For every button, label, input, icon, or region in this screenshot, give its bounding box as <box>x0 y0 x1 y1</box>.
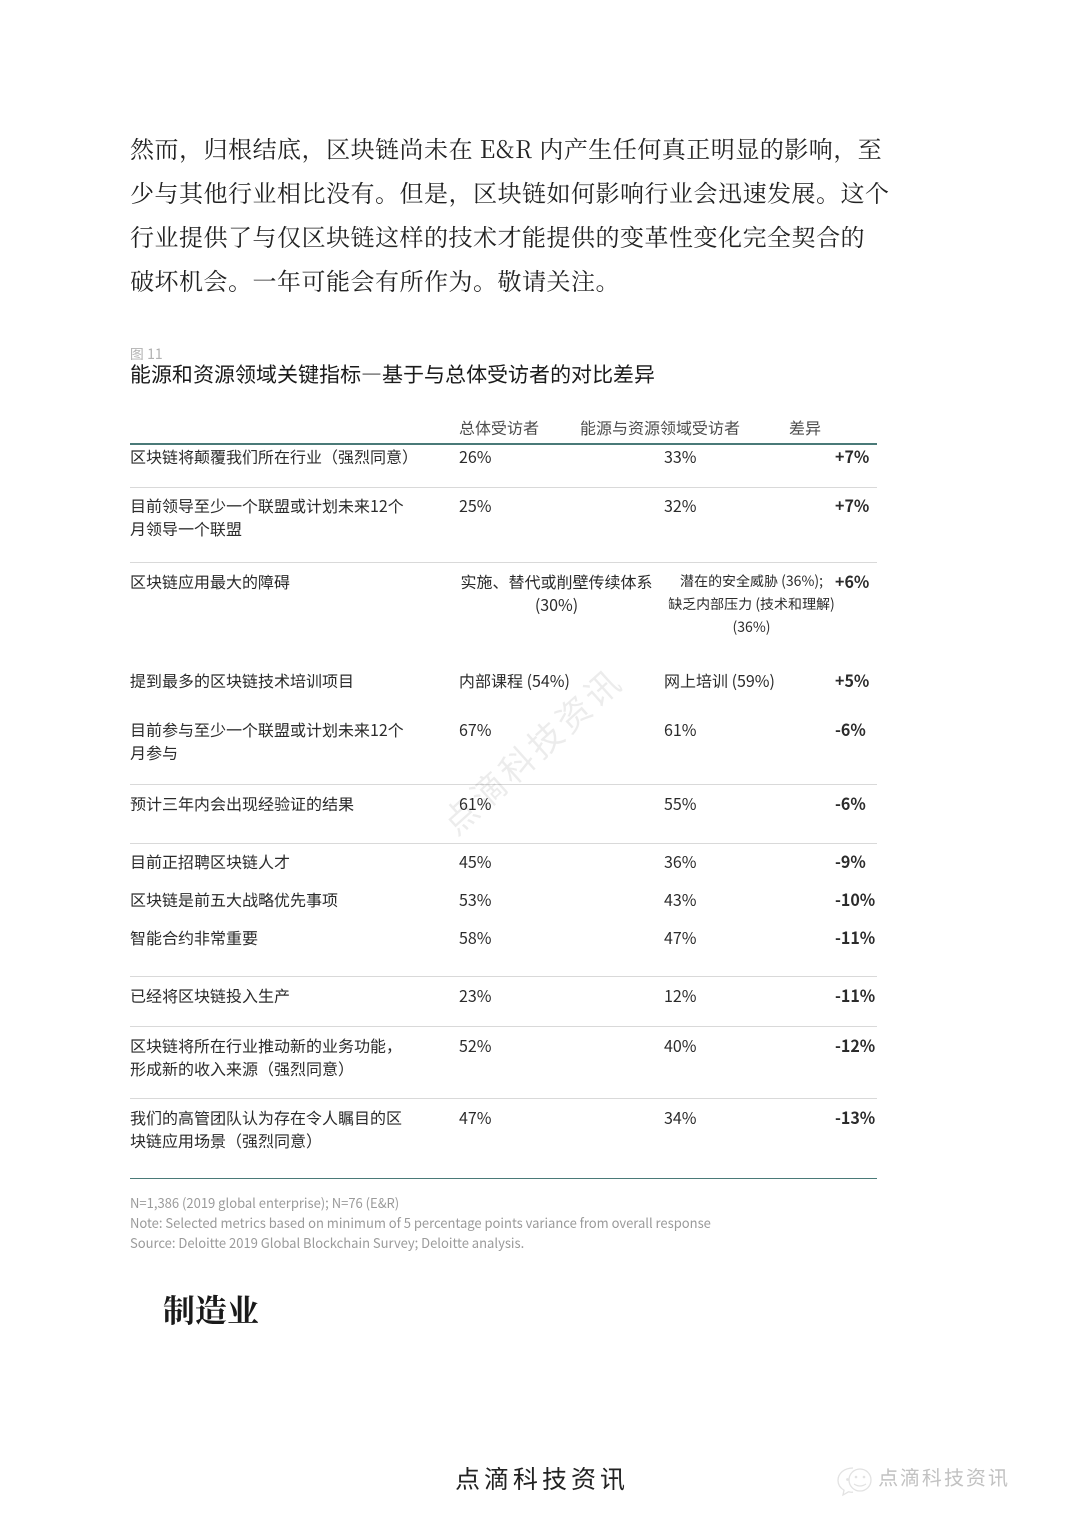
svg-text:点滴科技资讯: 点滴科技资讯 <box>878 1462 1010 1491</box>
